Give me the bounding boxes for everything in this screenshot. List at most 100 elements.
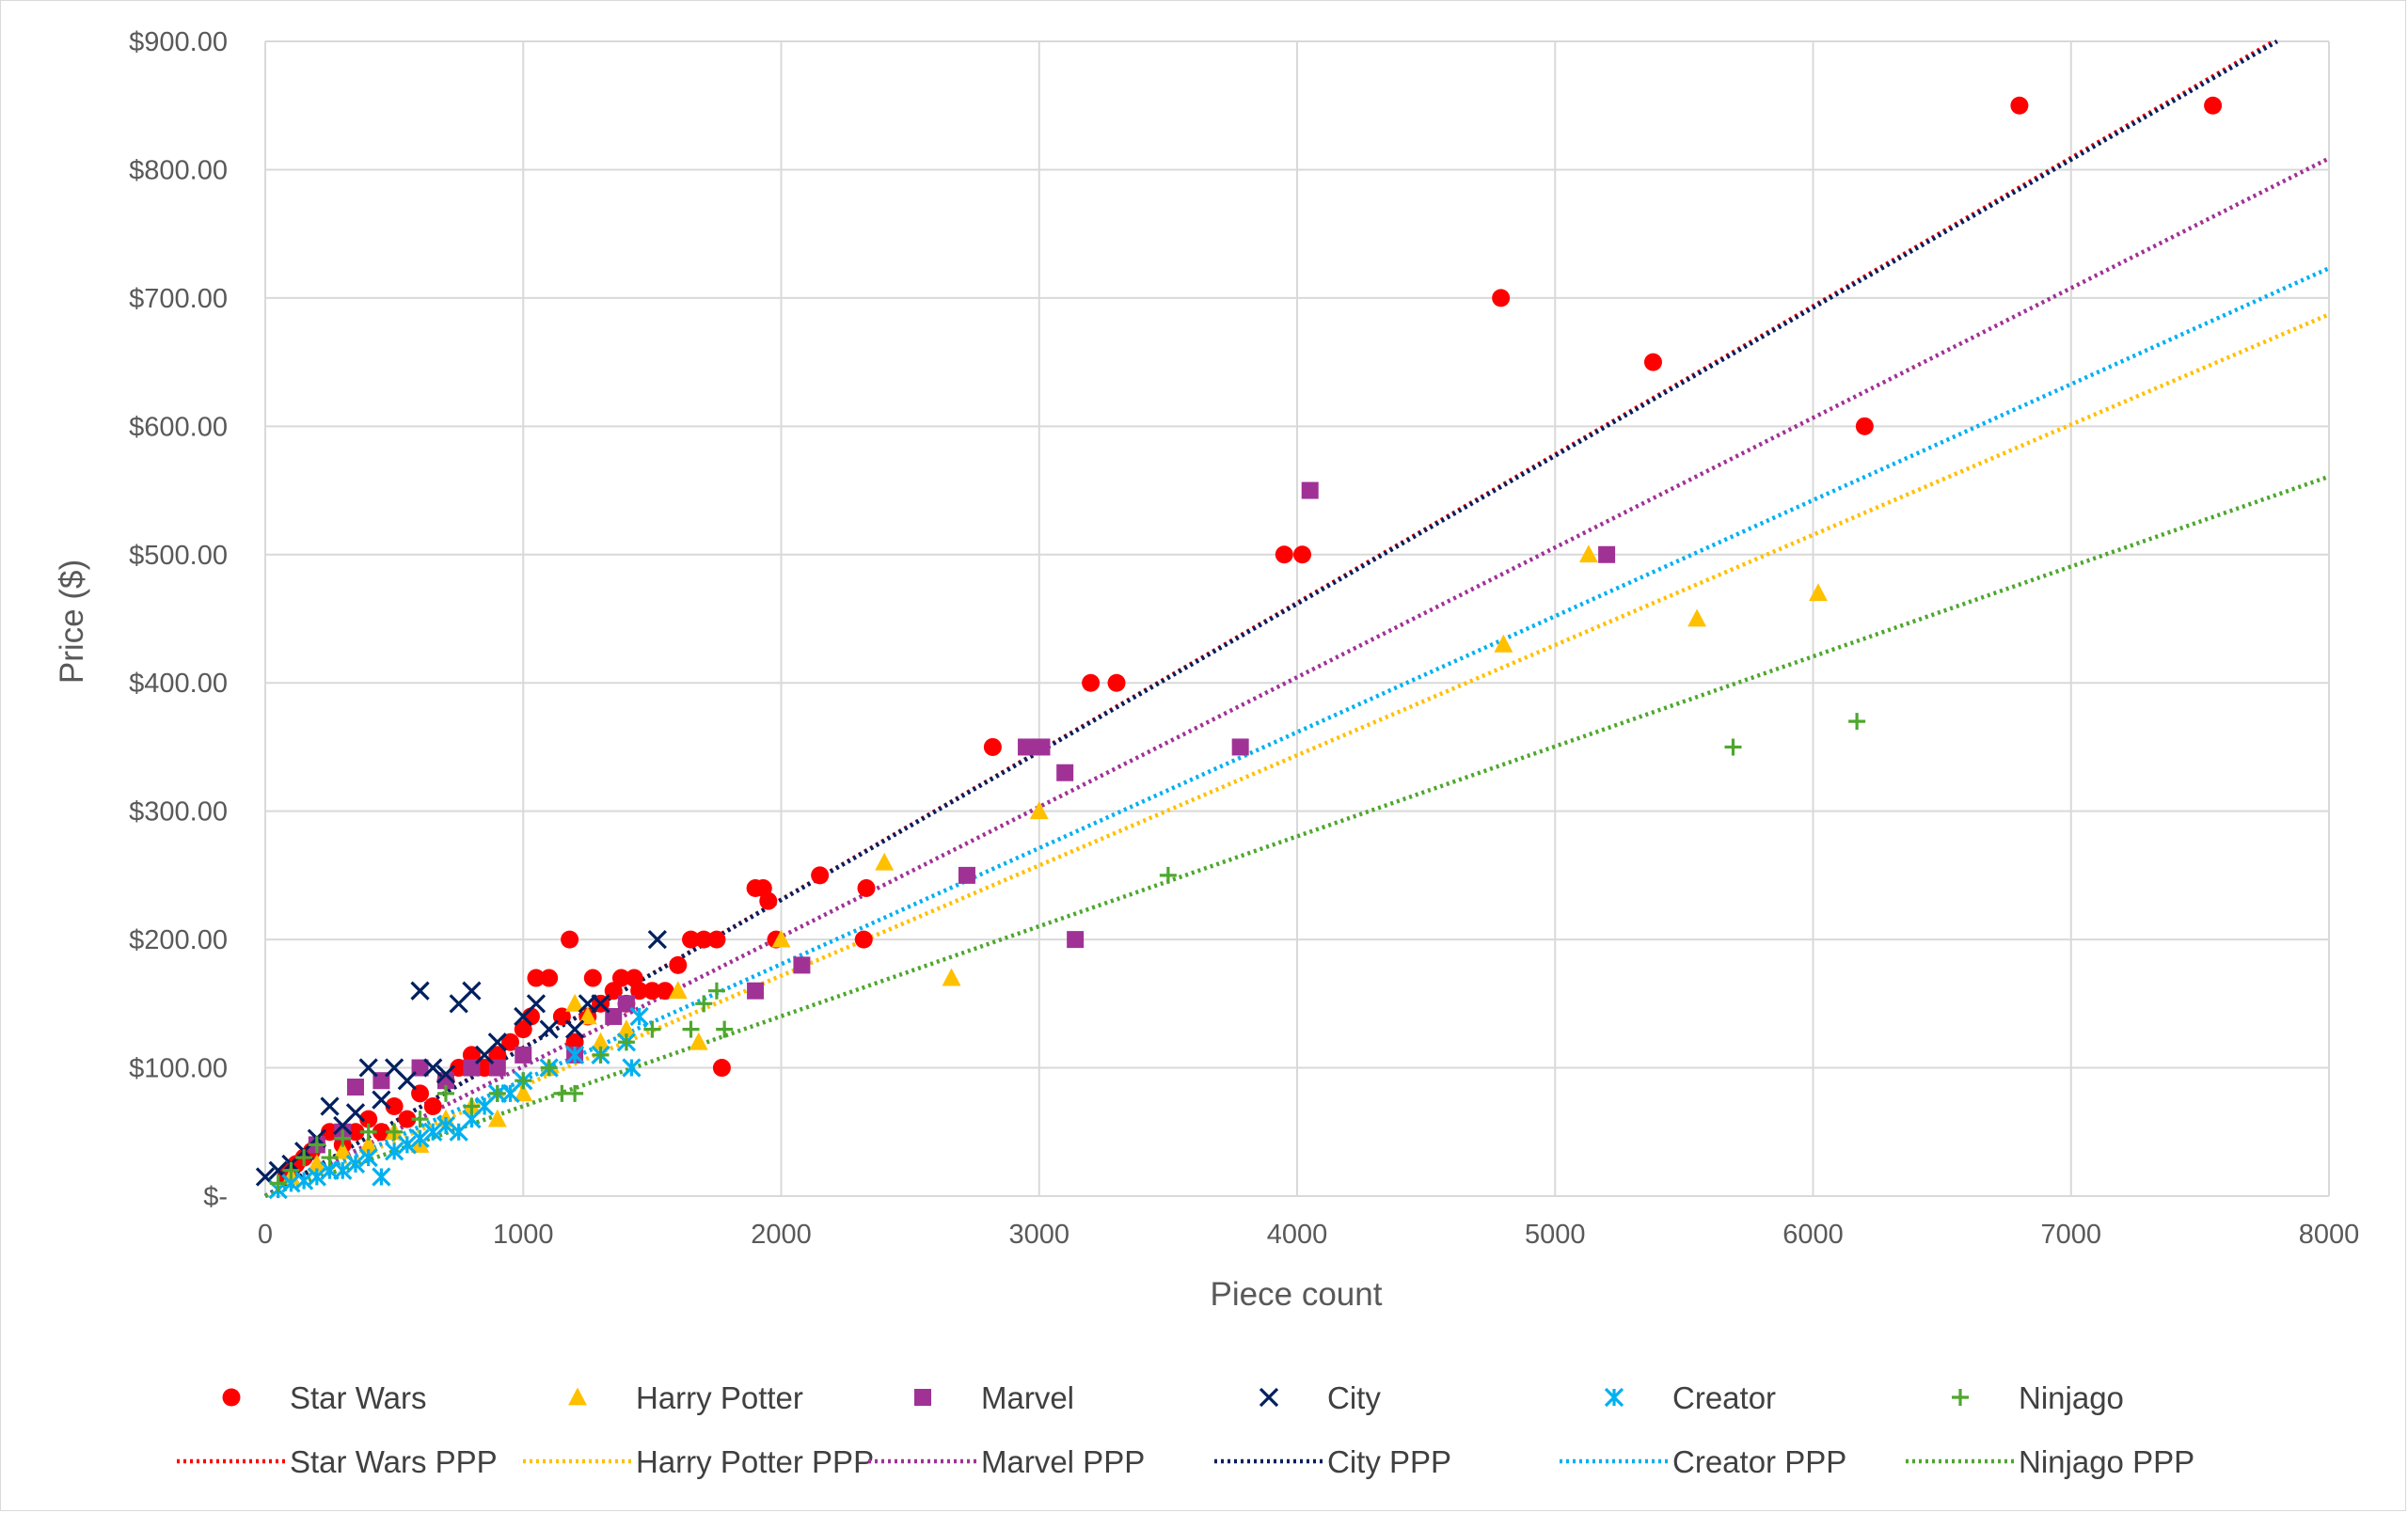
point-harry-potter	[307, 1154, 326, 1173]
point-marvel	[793, 956, 811, 974]
point-star-wars	[694, 930, 713, 949]
point-creator	[397, 1135, 417, 1155]
point-marvel	[1231, 738, 1249, 756]
point-city	[372, 1090, 391, 1110]
point-star-wars	[983, 737, 1002, 756]
point-harry-potter	[1687, 608, 1707, 627]
point-harry-potter	[565, 993, 585, 1012]
point-marvel	[346, 1079, 364, 1096]
point-marvel	[1033, 738, 1051, 756]
point-star-wars	[398, 1110, 417, 1128]
point-harry-potter	[578, 1006, 597, 1025]
point-star-wars	[811, 866, 830, 885]
legend-label: Marvel PPP	[981, 1444, 1145, 1479]
point-marvel	[411, 1059, 429, 1077]
legend-label: Creator	[1672, 1380, 1776, 1415]
point-star-wars	[857, 879, 876, 898]
point-creator	[294, 1171, 314, 1190]
point-ninjago	[334, 1129, 352, 1147]
point-ninjago	[617, 1033, 635, 1051]
x-tick-label: 6000	[1782, 1220, 1844, 1250]
y-tick-label: $200.00	[129, 925, 228, 955]
legend-label: Harry Potter PPP	[636, 1444, 874, 1479]
point-harry-potter	[771, 929, 791, 948]
point-star-wars	[540, 969, 559, 987]
point-city	[539, 1019, 559, 1039]
point-ninjago	[566, 1084, 584, 1102]
point-city	[591, 994, 610, 1014]
x-tick-label: 8000	[2299, 1220, 2360, 1250]
legend-marker-ninjago	[1952, 1389, 1969, 1406]
point-city	[320, 1096, 340, 1116]
point-star-wars	[2010, 96, 2029, 115]
legend-marker-marvel	[914, 1389, 931, 1406]
point-creator	[384, 1142, 404, 1161]
y-tick-label: $700.00	[129, 284, 228, 314]
legend-label: City PPP	[1327, 1444, 1451, 1479]
point-star-wars	[2204, 96, 2223, 115]
point-creator	[333, 1160, 353, 1180]
point-star-wars	[1492, 289, 1511, 307]
point-marvel	[1301, 481, 1319, 499]
legend: Star Wars Harry Potter Marvel City Creator Ni…	[177, 1380, 2194, 1479]
point-star-wars	[707, 930, 726, 949]
data-points	[255, 96, 2223, 1200]
point-ninjago	[359, 1123, 377, 1141]
point-city	[410, 981, 430, 1001]
point-star-wars	[611, 969, 630, 987]
point-star-wars	[669, 955, 688, 974]
legend-label: Star Wars PPP	[290, 1444, 498, 1479]
x-tick-label: 1000	[493, 1220, 554, 1250]
point-ninjago	[488, 1084, 506, 1102]
point-harry-potter	[689, 1032, 708, 1050]
point-ninjago	[308, 1136, 325, 1154]
point-star-wars	[1643, 353, 1662, 371]
trendline-harry-potter-ppp	[264, 312, 2330, 1199]
point-creator	[410, 1128, 430, 1148]
point-ninjago	[682, 1020, 700, 1038]
point-harry-potter	[1029, 801, 1049, 820]
point-star-wars	[583, 969, 602, 987]
point-city	[647, 929, 667, 950]
point-ninjago	[1848, 713, 1866, 731]
point-city	[436, 1064, 456, 1084]
x-tick-label: 5000	[1525, 1220, 1586, 1250]
point-harry-potter	[1494, 634, 1513, 653]
x-tick-label: 2000	[751, 1220, 812, 1250]
point-marvel	[515, 1046, 532, 1064]
point-ninjago	[707, 982, 725, 1000]
legend-marker-star-wars	[222, 1388, 241, 1407]
point-ninjago	[463, 1097, 481, 1115]
point-creator	[436, 1115, 456, 1136]
point-ninjago	[295, 1149, 313, 1167]
point-creator	[629, 1006, 649, 1027]
legend-marker-harry-potter	[568, 1387, 587, 1406]
point-star-wars	[1855, 417, 1874, 435]
trendline-ninjago-ppp	[264, 474, 2330, 1199]
point-harry-potter	[875, 852, 895, 871]
trendline-city-ppp	[263, 39, 2278, 1198]
point-ninjago	[643, 1020, 661, 1038]
point-harry-potter	[487, 1109, 507, 1127]
point-creator	[345, 1154, 366, 1174]
point-creator	[564, 1045, 585, 1065]
point-ninjago	[269, 1174, 287, 1192]
legend-label: Marvel	[981, 1380, 1074, 1415]
point-harry-potter	[942, 968, 961, 986]
legend-label: Ninjago PPP	[2019, 1444, 2194, 1479]
gridlines	[264, 40, 2330, 1197]
point-star-wars	[1107, 673, 1126, 692]
point-ninjago	[515, 1072, 532, 1090]
y-tick-label: $500.00	[129, 541, 228, 571]
point-star-wars	[682, 930, 701, 949]
point-harry-potter	[1578, 544, 1598, 563]
point-ninjago	[1159, 866, 1177, 884]
y-tick-label: $900.00	[129, 27, 228, 57]
point-star-wars	[642, 982, 661, 1001]
y-tick-label: $600.00	[129, 412, 228, 442]
point-harry-potter	[616, 1019, 636, 1038]
point-marvel	[1018, 738, 1036, 756]
y-tick-label: $-	[203, 1182, 228, 1212]
point-harry-potter	[591, 1032, 610, 1050]
